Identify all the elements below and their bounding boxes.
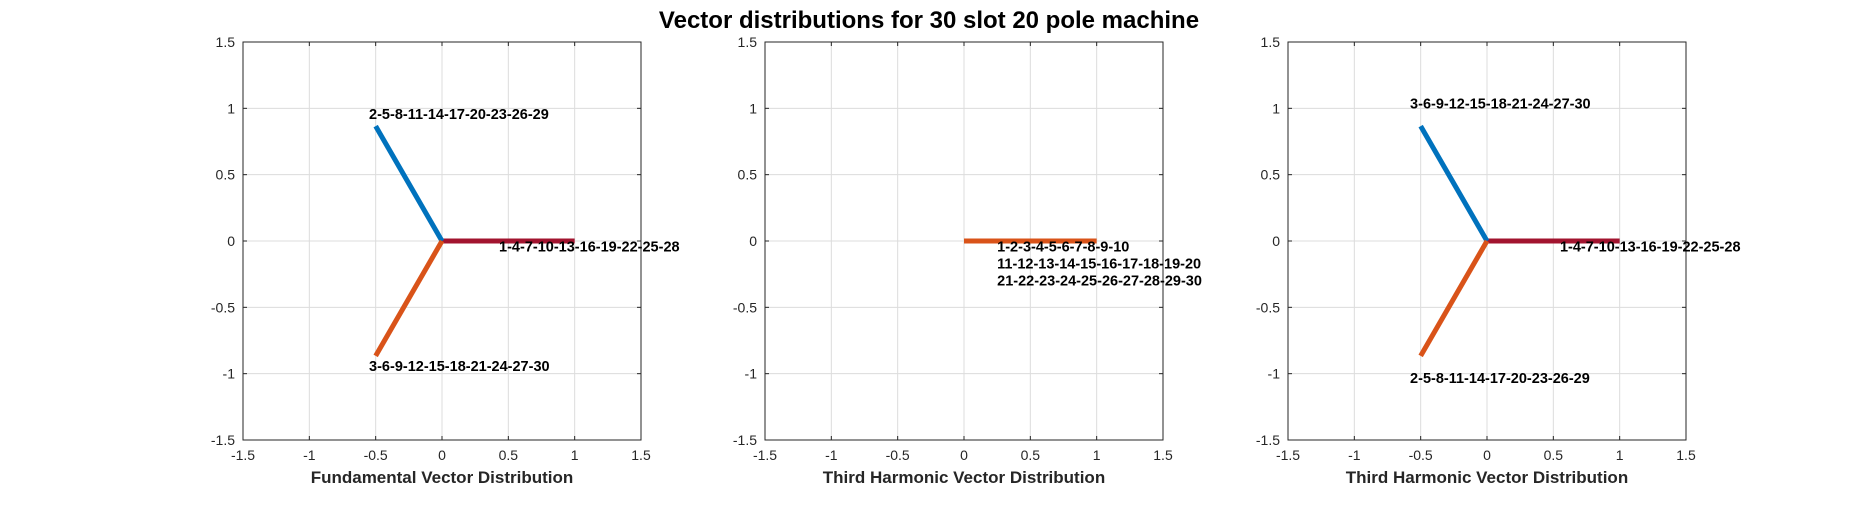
vector-line-phase-b (1418, 124, 1490, 243)
y-tick-label: -0.5 (1256, 299, 1280, 315)
y-tick-label: -1.5 (733, 432, 757, 448)
y-tick-label: 0 (749, 233, 757, 249)
vector-annotation: 3-6-9-12-15-18-21-24-27-30 (1410, 96, 1591, 112)
x-tick-label: -0.5 (1409, 447, 1433, 463)
y-tick-label: 0.5 (738, 167, 758, 183)
subplot-1: -1.5 -1 -0.5 0 0.5 1 1.5 -1.5 -1 -0.5 0 0.5 1 1.5 Fund… (211, 34, 680, 487)
x-tick-label: 0.5 (1021, 447, 1041, 463)
y-tick-label: 0.5 (1261, 167, 1281, 183)
vector-annotation: 2-5-8-11-14-17-20-23-26-29 (1410, 371, 1590, 387)
vector-annotation: 11-12-13-14-15-16-17-18-19-20 (997, 257, 1201, 273)
vector-line-phase-c (1418, 239, 1490, 358)
subplot-3: -1.5 -1 -0.5 0 0.5 1 1.5 -1.5 -1 -0.5 0 0.5 1 1.5 Thir… (1256, 34, 1741, 487)
y-tick-label: 0.5 (216, 167, 236, 183)
y-tick-label: -1 (745, 366, 758, 382)
y-tick-label: -1.5 (211, 432, 235, 448)
y-tick-label: -1 (1268, 366, 1281, 382)
x-axis-label: Fundamental Vector Distribution (311, 468, 574, 487)
vector-line-phase-c (373, 239, 445, 358)
figure-title: Vector distributions for 30 slot 20 pole… (659, 7, 1199, 34)
x-tick-label: 0 (1483, 447, 1491, 463)
x-axis-label: Third Harmonic Vector Distribution (823, 468, 1105, 487)
vector-annotation: 21-22-23-24-25-26-27-28-29-30 (997, 274, 1202, 290)
x-tick-label: 1.5 (1153, 447, 1173, 463)
x-tick-label: 1 (1093, 447, 1101, 463)
x-tick-label: -0.5 (364, 447, 388, 463)
y-tick-label: -1 (223, 366, 236, 382)
vector-annotation: 2-5-8-11-14-17-20-23-26-29 (369, 107, 549, 123)
vector-annotation: 3-6-9-12-15-18-21-24-27-30 (369, 359, 550, 375)
vector-line-phase-b (373, 124, 445, 243)
x-tick-label: -1 (825, 447, 838, 463)
y-tick-label: 1 (227, 100, 235, 116)
subplot-2: -1.5 -1 -0.5 0 0.5 1 1.5 -1.5 -1 -0.5 0 0.5 1 1.5 Thir… (733, 34, 1202, 487)
y-tick-label: -0.5 (733, 299, 757, 315)
x-tick-label: 1.5 (631, 447, 651, 463)
y-tick-label: -0.5 (211, 299, 235, 315)
x-tick-label: 1 (571, 447, 579, 463)
x-tick-label: -0.5 (886, 447, 910, 463)
x-axis-label: Third Harmonic Vector Distribution (1346, 468, 1628, 487)
x-tick-label: -1 (1348, 447, 1361, 463)
subplots: -1.5 -1 -0.5 0 0.5 1 1.5 -1.5 -1 -0.5 0 0.5 1 1.5 Fund… (211, 34, 1741, 487)
y-tick-label: 1.5 (1261, 34, 1281, 50)
y-tick-label: 1 (749, 100, 757, 116)
y-tick-label: -1.5 (1256, 432, 1280, 448)
x-tick-label: -1 (303, 447, 316, 463)
vector-annotation: 1-2-3-4-5-6-7-8-9-10 (997, 240, 1129, 256)
x-tick-label: 0.5 (1544, 447, 1564, 463)
x-tick-label: -1.5 (753, 447, 777, 463)
y-tick-label: 1.5 (216, 34, 236, 50)
x-tick-label: 0 (438, 447, 446, 463)
y-tick-label: 0 (1272, 233, 1280, 249)
y-tick-label: 1 (1272, 100, 1280, 116)
x-tick-label: 1.5 (1676, 447, 1696, 463)
vector-annotation: 1-4-7-10-13-16-19-22-25-28 (499, 240, 680, 256)
y-tick-label: 1.5 (738, 34, 758, 50)
y-tick-label: 0 (227, 233, 235, 249)
x-tick-label: -1.5 (1276, 447, 1300, 463)
x-tick-label: 1 (1616, 447, 1624, 463)
x-tick-label: 0.5 (499, 447, 519, 463)
vector-annotation: 1-4-7-10-13-16-19-22-25-28 (1560, 240, 1741, 256)
x-tick-label: 0 (960, 447, 968, 463)
x-tick-label: -1.5 (231, 447, 255, 463)
